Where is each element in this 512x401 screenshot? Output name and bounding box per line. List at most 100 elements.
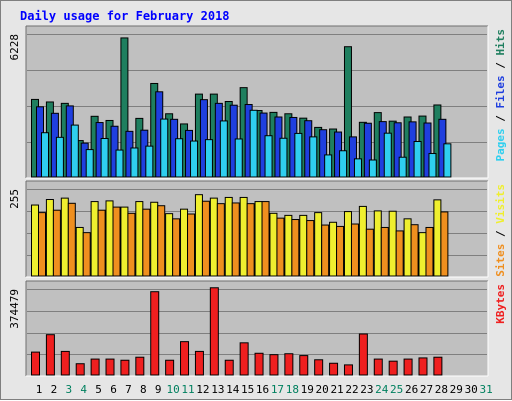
bar-visits-day-6 [105,200,114,277]
bar-sites-day-10 [172,218,181,277]
legend-separator: / [494,224,507,244]
bar-visits-day-10 [165,213,174,277]
bar-kbytes-day-1 [31,351,40,376]
bar-kbytes-day-7 [120,359,130,376]
bar-sites-day-19 [306,220,315,277]
bar-sites-day-5 [97,209,106,277]
bar-sites-day-2 [52,209,61,277]
x-tick-label: 11 [181,383,194,396]
bar-sites-day-18 [291,219,300,277]
bar-visits-day-5 [90,201,99,277]
bar-kbytes-day-23 [358,333,368,376]
bar-files-day-23 [363,122,372,178]
bar-pages-day-23 [368,159,377,178]
legend-separator: / [494,109,507,129]
x-tick-label: 10 [167,383,180,396]
x-tick-label: 24 [375,383,389,396]
bar-sites-day-20 [321,224,330,277]
x-tick-label: 23 [360,383,373,396]
chart-title: Daily usage for February 2018 [20,9,230,23]
bar-pages-day-11 [190,140,199,178]
series-label-top: Pages / Files / Hits [494,29,507,162]
bar-visits-day-24 [373,210,382,277]
bar-visits-day-7 [120,206,129,277]
bar-visits-day-14 [224,196,233,277]
x-tick-label: 3 [65,383,72,396]
bar-sites-day-4 [82,232,91,277]
bar-kbytes-day-12 [194,350,204,376]
bar-pages-day-2 [55,136,64,178]
bar-visits-day-18 [284,214,293,277]
x-tick-label: 19 [301,383,314,396]
bar-sites-day-13 [216,203,225,277]
bar-sites-day-14 [231,202,240,277]
x-tick-label: 25 [390,383,403,396]
bar-pages-day-1 [41,132,49,178]
x-tick-label: 16 [256,383,269,396]
bar-kbytes-day-27 [418,357,428,376]
bar-pages-day-16 [264,135,273,178]
bar-kbytes-day-21 [329,362,339,376]
bar-kbytes-day-17 [269,354,279,376]
bar-kbytes-day-11 [180,341,190,376]
bar-visits-day-12 [194,194,203,277]
x-tick-label: 31 [479,383,492,396]
bar-sites-day-12 [201,200,210,277]
bar-sites-day-7 [127,212,136,277]
bar-visits-day-13 [209,197,218,277]
bar-visits-day-26 [403,218,412,277]
bar-pages-day-15 [249,109,258,178]
bar-kbytes-day-9 [150,291,160,376]
bar-pages-day-5 [100,138,109,178]
x-tick-label: 27 [420,383,433,396]
bar-sites-day-28 [440,211,449,277]
bar-pages-day-20 [324,154,333,178]
bar-kbytes-day-22 [343,364,353,376]
x-tick-label: 17 [271,383,284,396]
x-tick-label: 15 [241,383,254,396]
bar-pages-day-7 [130,147,139,178]
bar-visits-day-27 [418,232,427,277]
legend-kbytes: KBytes [494,284,507,324]
bar-files-day-27 [423,122,432,178]
bar-pages-day-14 [234,138,243,178]
bar-visits-day-23 [358,205,367,277]
x-tick-label: 2 [51,383,58,396]
bar-kbytes-day-3 [60,350,70,376]
bar-pages-day-3 [70,124,79,178]
bar-sites-day-1 [38,212,46,277]
bar-pages-day-19 [309,136,318,178]
bar-kbytes-day-14 [224,359,234,376]
bar-pages-day-22 [353,158,362,178]
bar-kbytes-day-25 [388,360,398,376]
bar-kbytes-day-5 [90,358,100,376]
bar-visits-day-22 [343,211,352,277]
bar-pages-day-21 [339,150,348,178]
bar-pages-day-18 [294,132,303,178]
bar-kbytes-day-20 [314,359,324,376]
bar-sites-day-22 [350,223,359,277]
bar-sites-day-27 [425,226,434,277]
bar-sites-day-16 [261,201,270,277]
y-max-label-bottom: 374479 [8,289,21,329]
bar-sites-day-24 [380,226,389,277]
bar-pages-day-13 [219,120,228,178]
bar-kbytes-day-18 [284,353,294,376]
bar-kbytes-day-13 [209,287,219,376]
x-tick-label: 1 [36,383,43,396]
bar-files-day-22 [348,136,357,178]
bar-visits-day-19 [299,214,308,277]
bar-sites-day-26 [410,224,419,277]
bar-sites-day-17 [276,217,285,277]
bar-visits-day-9 [150,201,159,277]
y-max-label-top: 6228 [8,34,21,61]
x-tick-label: 18 [286,383,299,396]
bar-hits-day-22 [343,46,352,178]
legend-files: Files [494,75,507,108]
bar-pages-day-8 [145,145,154,178]
bar-kbytes-day-24 [373,358,383,376]
bar-visits-day-15 [239,196,248,277]
bar-visits-day-3 [60,197,69,277]
